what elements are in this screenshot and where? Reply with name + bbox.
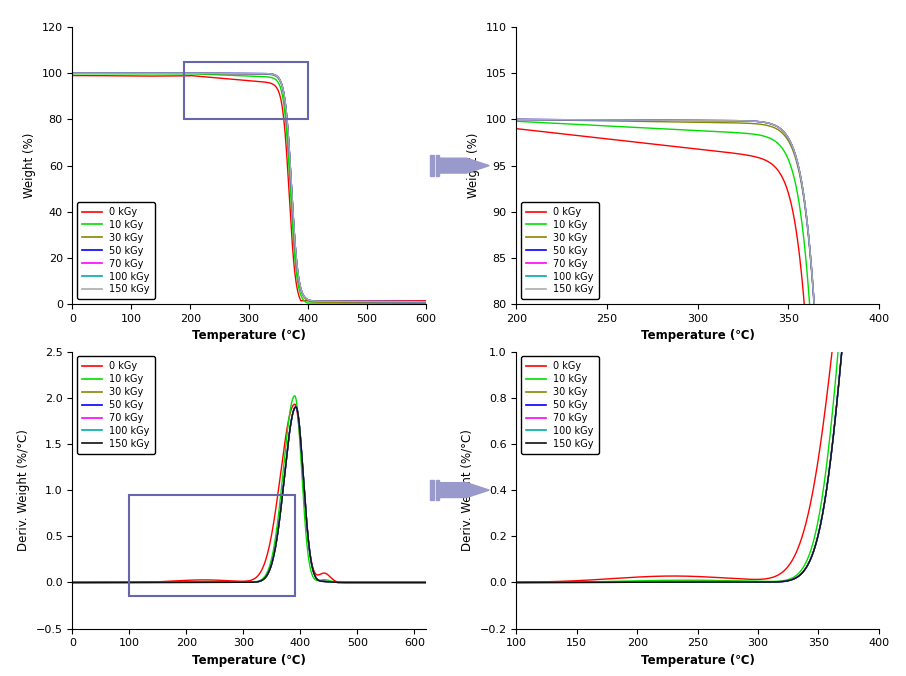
X-axis label: Temperature (℃): Temperature (℃) <box>641 654 755 667</box>
Legend: 0 kGy, 10 kGy, 30 kGy, 50 kGy, 70 kGy, 100 kGy, 150 kGy: 0 kGy, 10 kGy, 30 kGy, 50 kGy, 70 kGy, 1… <box>521 202 599 299</box>
X-axis label: Temperature (℃): Temperature (℃) <box>641 329 755 343</box>
Bar <box>130 495 294 596</box>
X-axis label: Temperature (℃): Temperature (℃) <box>192 654 306 667</box>
Legend: 0 kGy, 10 kGy, 30 kGy, 50 kGy, 70 kGy, 100 kGy, 150 kGy: 0 kGy, 10 kGy, 30 kGy, 50 kGy, 70 kGy, 1… <box>77 356 155 454</box>
X-axis label: Temperature (℃): Temperature (℃) <box>192 329 306 343</box>
Y-axis label: Weight (%): Weight (%) <box>467 133 480 198</box>
Y-axis label: Weight (%): Weight (%) <box>23 133 36 198</box>
Bar <box>185 62 308 120</box>
Y-axis label: Deriv. Weight (%/°C): Deriv. Weight (%/°C) <box>461 429 474 551</box>
Legend: 0 kGy, 10 kGy, 30 kGy, 50 kGy, 70 kGy, 100 kGy, 150 kGy: 0 kGy, 10 kGy, 30 kGy, 50 kGy, 70 kGy, 1… <box>77 202 155 299</box>
Legend: 0 kGy, 10 kGy, 30 kGy, 50 kGy, 70 kGy, 100 kGy, 150 kGy: 0 kGy, 10 kGy, 30 kGy, 50 kGy, 70 kGy, 1… <box>521 356 599 454</box>
Y-axis label: Deriv. Weight (%/°C): Deriv. Weight (%/°C) <box>17 429 30 551</box>
